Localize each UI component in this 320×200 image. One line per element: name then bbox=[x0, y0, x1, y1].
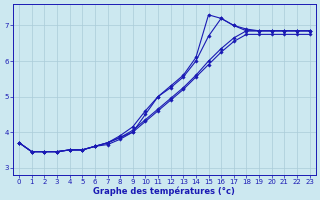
X-axis label: Graphe des températures (°c): Graphe des températures (°c) bbox=[93, 186, 235, 196]
